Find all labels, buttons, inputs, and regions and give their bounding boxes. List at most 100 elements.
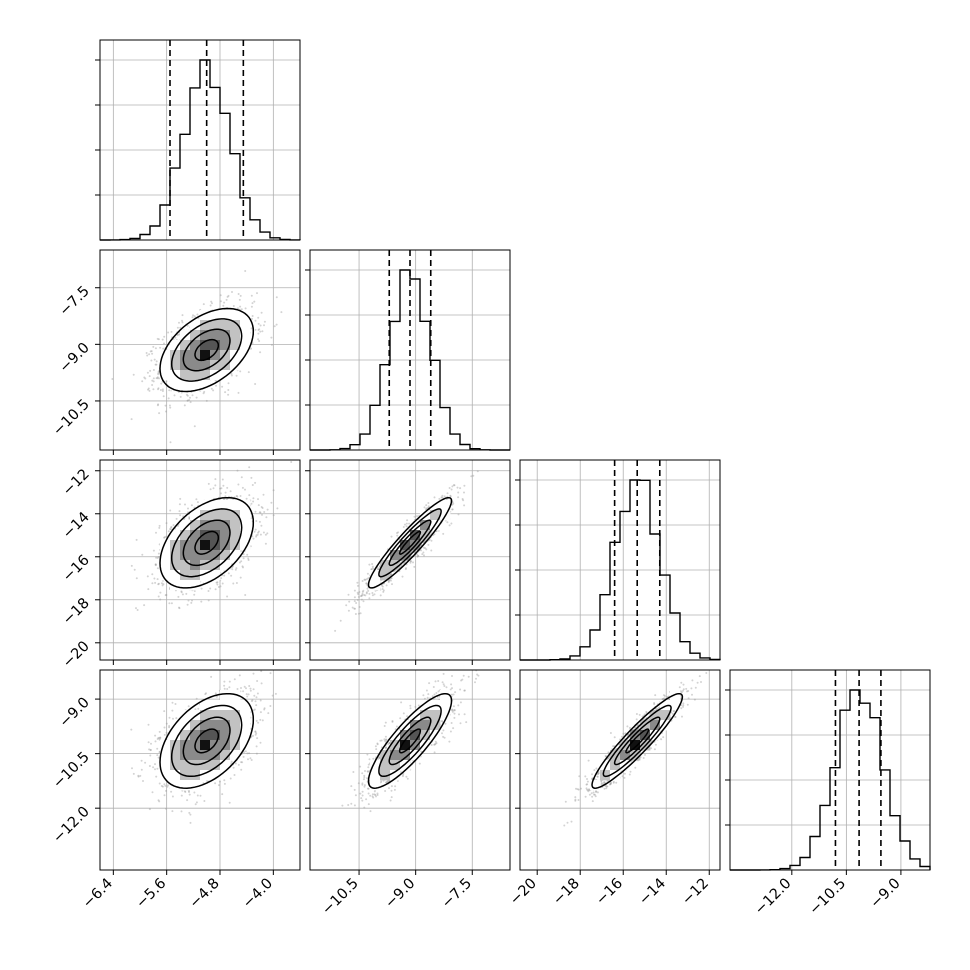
- scatter-point: [223, 574, 226, 577]
- scatter-point: [370, 568, 373, 571]
- scatter-point: [258, 328, 261, 331]
- scatter-point: [257, 498, 259, 501]
- scatter-point: [273, 325, 276, 328]
- scatter-point: [207, 599, 210, 602]
- scatter-point: [230, 374, 233, 377]
- scatter-point: [157, 387, 160, 390]
- scatter-point: [159, 598, 162, 601]
- scatter-point: [257, 329, 260, 331]
- scatter-point: [253, 300, 256, 303]
- scatter-point: [239, 305, 242, 308]
- scatter-point: [186, 399, 189, 402]
- scatter-point: [254, 481, 257, 484]
- scatter-point: [396, 532, 398, 534]
- scatter-point: [371, 594, 374, 597]
- scatter-point: [257, 316, 260, 319]
- scatter-point: [275, 323, 278, 326]
- scatter-point: [161, 390, 164, 392]
- scatter-point: [405, 567, 407, 570]
- scatter-point: [227, 572, 230, 575]
- scatter-point: [243, 751, 245, 754]
- scatter-point: [354, 613, 357, 615]
- scatter-point: [255, 696, 258, 699]
- scatter-point: [167, 331, 170, 334]
- scatter-point: [144, 377, 147, 380]
- scatter-point: [385, 584, 388, 587]
- scatter-point: [158, 526, 161, 529]
- scatter-point: [427, 505, 430, 508]
- scatter-point: [254, 733, 257, 736]
- scatter-point: [161, 584, 164, 587]
- scatter-point: [200, 587, 203, 590]
- scatter-point: [193, 425, 196, 428]
- scatter-point: [220, 487, 223, 490]
- scatter-point: [215, 581, 218, 584]
- scatter-point: [252, 537, 255, 540]
- scatter-point: [345, 604, 348, 607]
- scatter-point: [430, 539, 433, 542]
- scatter-point: [371, 567, 374, 570]
- scatter-point: [162, 583, 165, 586]
- scatter-point: [242, 553, 245, 556]
- scatter-point: [348, 600, 351, 603]
- scatter-point: [250, 294, 253, 297]
- scatter-point: [223, 680, 226, 683]
- scatter-point: [167, 530, 170, 533]
- scatter-point: [228, 680, 231, 683]
- scatter-point: [347, 593, 350, 596]
- scatter-point: [156, 578, 159, 581]
- scatter-point: [461, 498, 464, 500]
- scatter-point: [195, 801, 198, 804]
- scatter-point: [195, 498, 198, 501]
- scatter-point: [173, 394, 176, 397]
- scatter-point: [377, 568, 379, 571]
- scatter-point: [157, 338, 160, 341]
- scatter-point: [164, 535, 167, 538]
- scatter-point: [413, 565, 416, 568]
- scatter-point: [212, 487, 215, 490]
- scatter-point: [132, 373, 135, 376]
- scatter-point: [237, 307, 239, 310]
- scatter-point: [433, 496, 436, 499]
- scatter-point: [245, 693, 248, 696]
- scatter-point: [158, 800, 161, 803]
- scatter-point: [148, 389, 151, 392]
- scatter-point: [158, 412, 161, 415]
- scatter-point: [387, 581, 390, 584]
- scatter-point: [223, 782, 226, 785]
- scatter-point: [238, 298, 241, 301]
- scatter-point: [191, 599, 193, 602]
- scatter-point: [229, 490, 232, 493]
- scatter-point: [356, 581, 359, 584]
- scatter-point: [456, 486, 459, 489]
- scatter-point: [146, 354, 149, 357]
- scatter-point: [156, 557, 159, 559]
- scatter-point: [265, 516, 268, 519]
- scatter-point: [452, 502, 455, 505]
- scatter-point: [356, 599, 359, 601]
- scatter-point: [250, 327, 253, 330]
- scatter-point: [412, 561, 414, 564]
- scatter-point: [131, 767, 133, 770]
- scatter-point: [251, 302, 254, 305]
- scatter-point: [224, 491, 227, 494]
- scatter-point: [189, 396, 191, 399]
- scatter-point: [334, 629, 337, 632]
- scatter-point: [470, 475, 473, 478]
- scatter-point: [250, 476, 253, 479]
- scatter-point: [255, 732, 258, 735]
- scatter-point: [222, 484, 225, 487]
- scatter-point: [357, 596, 360, 598]
- scatter-point: [179, 514, 182, 517]
- scatter-point: [381, 588, 384, 590]
- scatter-point: [130, 564, 133, 567]
- scatter-point: [401, 575, 404, 578]
- scatter-point: [256, 692, 259, 695]
- scatter-point: [441, 494, 444, 497]
- scatter-point: [361, 590, 364, 593]
- scatter-point: [148, 808, 151, 811]
- scatter-point: [463, 504, 466, 507]
- scatter-point: [262, 493, 265, 496]
- scatter-point: [179, 326, 182, 329]
- scatter-point: [382, 590, 385, 593]
